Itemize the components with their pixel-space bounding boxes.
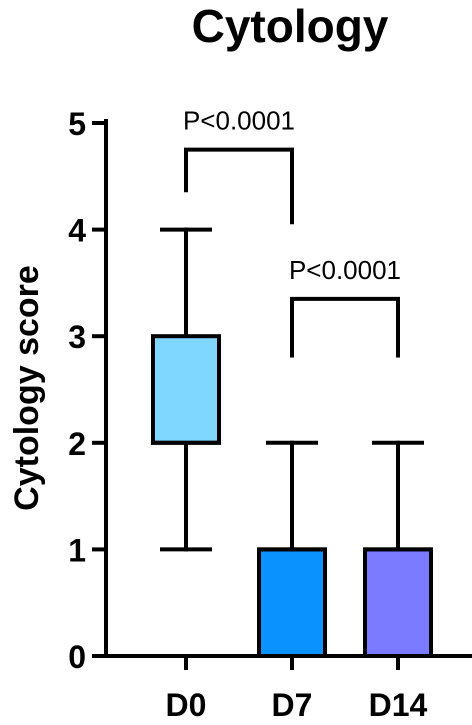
y-tick-label-0: 0 (68, 639, 86, 675)
y-tick-label-3: 3 (68, 319, 86, 355)
significance-label-1: P<0.0001 (183, 106, 295, 136)
y-tick-label-2: 2 (68, 426, 86, 462)
box-d14 (363, 547, 433, 659)
significance-label-2: P<0.0001 (289, 255, 401, 285)
chart-title: Cytology (192, 0, 389, 52)
y-tick-label-5: 5 (68, 106, 86, 142)
significance-bracket-2 (290, 296, 400, 358)
x-tick-label-d14: D14 (369, 687, 428, 723)
y-tick-label-4: 4 (68, 213, 86, 249)
y-tick-label-1: 1 (68, 532, 86, 568)
plot-area: 0 1 2 3 4 5 D0 D7 D14 P<0.0001 P<0.0001 (68, 106, 472, 723)
box-d0 (151, 334, 221, 445)
significance-bracket-1 (184, 147, 294, 225)
y-axis-label: Cytology score (8, 265, 46, 511)
x-tick-label-d0: D0 (166, 687, 207, 723)
box-d7 (257, 547, 327, 659)
x-tick-label-d7: D7 (272, 687, 313, 723)
